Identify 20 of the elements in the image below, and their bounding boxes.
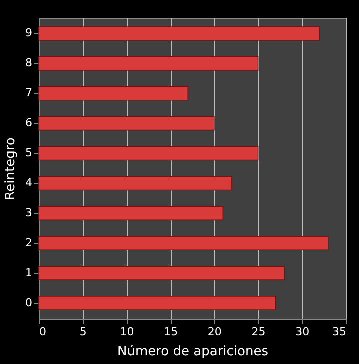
y-tick-label: 9 [26, 26, 32, 40]
y-tick-label: 3 [26, 206, 32, 220]
y-tick-label: 1 [26, 266, 32, 280]
y-tick-label: 5 [26, 146, 32, 160]
x-tick-label: 0 [40, 326, 46, 338]
x-tick-label: 10 [120, 326, 134, 338]
x-tick-label: 25 [252, 326, 266, 338]
y-tick-label: 2 [26, 236, 32, 250]
x-tick-label: 15 [164, 326, 178, 338]
y-tick-label: 0 [26, 296, 32, 310]
x-axis-title: Número de apariciones [117, 344, 269, 360]
y-axis-title: Reintegro [4, 138, 18, 200]
y-tick-label: 8 [26, 56, 32, 70]
x-tick-label: 20 [208, 326, 222, 338]
x-tick-label: 5 [80, 326, 87, 338]
y-tick-label: 6 [26, 116, 32, 130]
y-tick-label: 7 [26, 86, 32, 100]
y-tick-label: 4 [26, 176, 32, 190]
x-tick-label: 30 [296, 326, 310, 338]
x-tick-label: 35 [332, 326, 346, 338]
